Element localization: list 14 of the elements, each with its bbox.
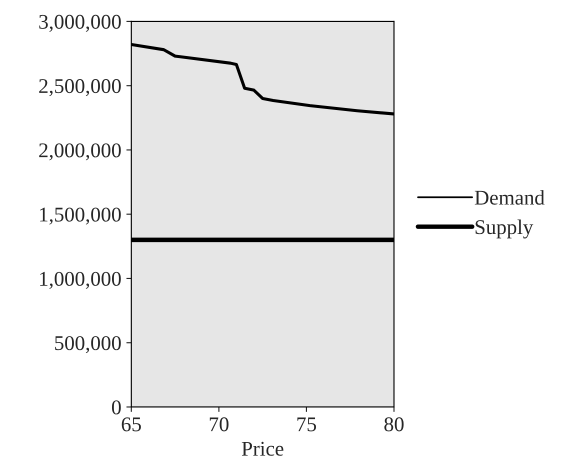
y-tick-label: 1,000,000 [40,272,121,289]
x-tick-label: 80 [384,417,404,432]
y-tick-label: 2,000,000 [39,143,121,160]
x-tick-label: 70 [210,417,229,432]
y-tick-label: 0 [112,400,121,414]
legend-label: Supply [476,220,534,238]
y-tick-label: 2,500,000 [39,79,121,96]
legend-label: Demand [474,190,545,205]
y-tick-label: 3,000,000 [39,14,121,32]
y-tick-label: 1,500,000 [40,208,121,225]
x-tick-label: 65 [122,417,141,432]
x-tick-label: 75 [297,418,316,432]
y-tick-label: 500,000 [55,336,121,354]
x-axis-title: Price [242,442,284,456]
